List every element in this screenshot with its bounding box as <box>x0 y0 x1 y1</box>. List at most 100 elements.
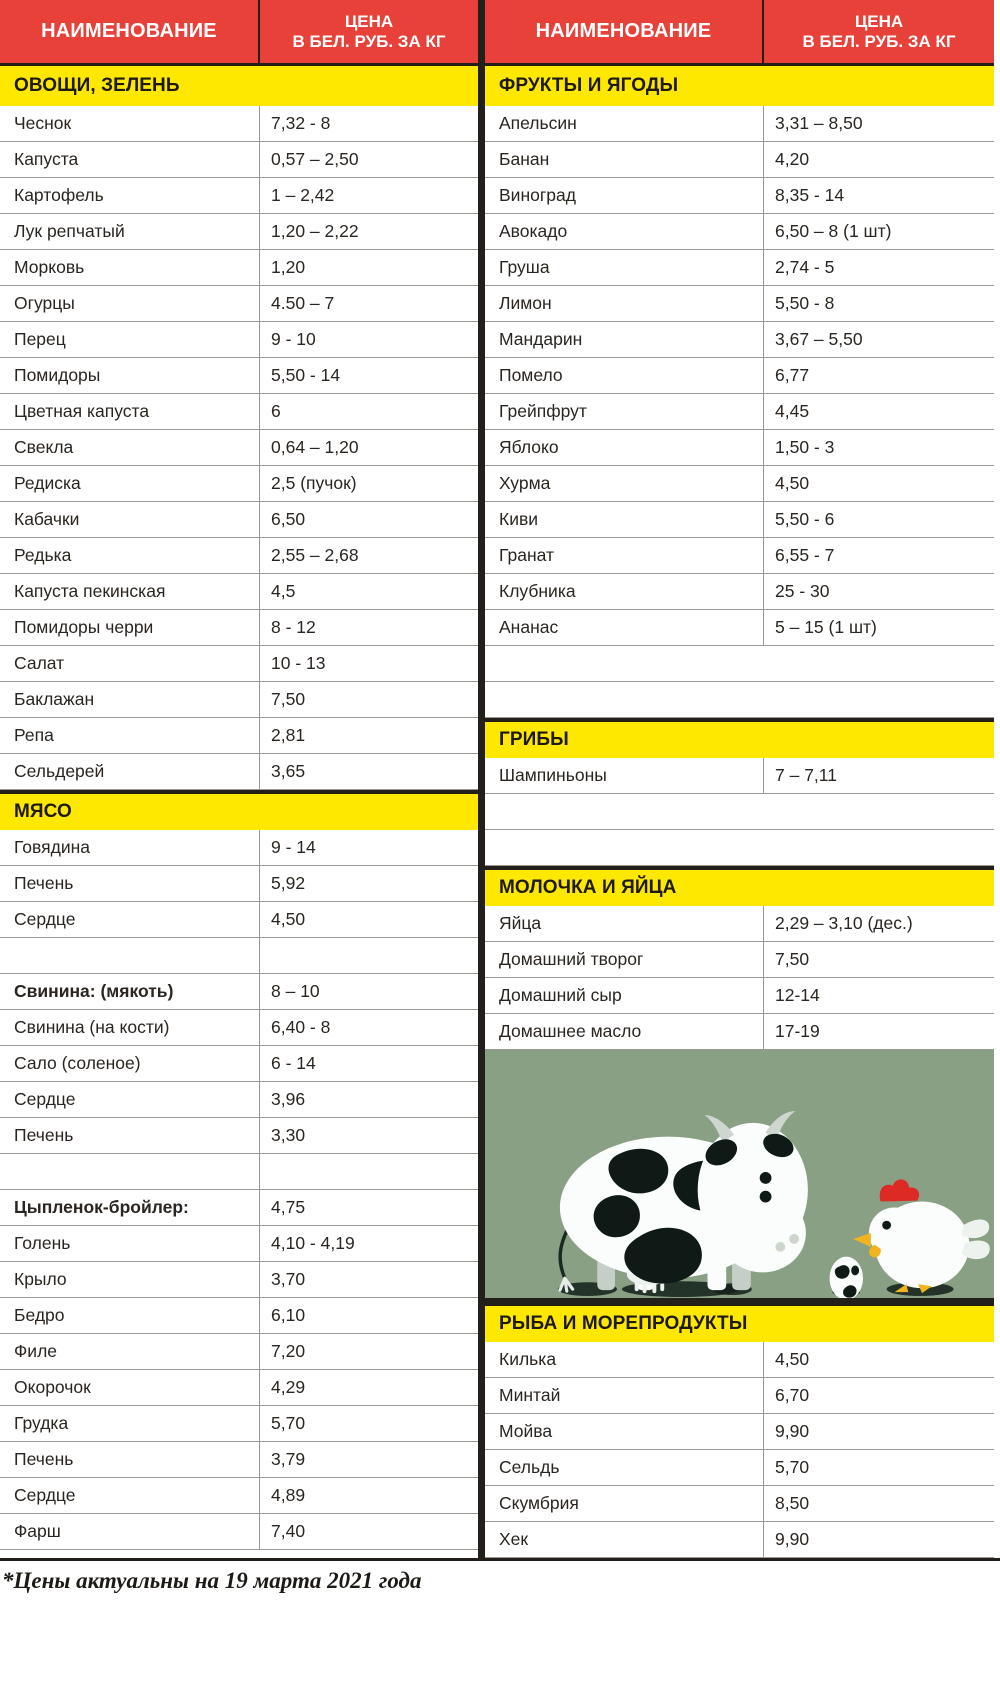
table-row: Банан 4,20 <box>485 142 994 178</box>
table-row: Лимон 5,50 - 8 <box>485 286 994 322</box>
row-price: 8 - 12 <box>271 617 316 637</box>
row-name: Скумбрия <box>485 1486 764 1521</box>
row-name <box>0 1154 260 1189</box>
table-row: Кабачки 6,50 <box>0 502 478 538</box>
row-price: 10 - 13 <box>271 653 326 673</box>
table-row: Килька 4,50 <box>485 1342 994 1378</box>
table-row: Киви 5,50 - 6 <box>485 502 994 538</box>
row-price: 9,90 <box>775 1421 810 1441</box>
table-row: Яйца 2,29 – 3,10 (дес.) <box>485 906 994 942</box>
table-row: Домашний сыр 12-14 <box>485 978 994 1014</box>
row-name: Говядина <box>0 830 260 865</box>
row-price <box>260 938 478 973</box>
row-price: 4,29 <box>271 1377 306 1397</box>
spacer-row <box>485 794 994 830</box>
row-name: Сало (соленое) <box>0 1046 260 1081</box>
cow-chicken-egg-illustration <box>485 1050 994 1302</box>
table-row: Фарш 7,40 <box>0 1514 478 1550</box>
row-name: Мандарин <box>485 322 764 357</box>
column-filler <box>0 1550 478 1558</box>
row-price: 8,50 <box>775 1493 810 1513</box>
row-price: 7,40 <box>271 1521 306 1541</box>
table-row: Филе 7,20 <box>0 1334 478 1370</box>
row-price: 1,50 - 3 <box>775 437 835 457</box>
row-price: 0,57 – 2,50 <box>271 149 359 169</box>
table-row: Морковь 1,20 <box>0 250 478 286</box>
row-name: Печень <box>0 866 260 901</box>
row-name: Домашний творог <box>485 942 764 977</box>
table-row: Хек 9,90 <box>485 1522 994 1558</box>
row-name: Филе <box>0 1334 260 1369</box>
table-row: Цыпленок-бройлер: 4,75 <box>0 1190 478 1226</box>
row-price: 9 - 10 <box>271 329 316 349</box>
row-price: 3,79 <box>271 1449 306 1469</box>
row-name: Минтай <box>485 1378 764 1413</box>
row-price: 4,50 <box>271 909 306 929</box>
row-price: 4,20 <box>775 149 810 169</box>
table-row: Яблоко 1,50 - 3 <box>485 430 994 466</box>
row-name: Грейпфрут <box>485 394 764 429</box>
row-name: Яйца <box>485 906 764 941</box>
table-row: Свинина: (мякоть) 8 – 10 <box>0 974 478 1010</box>
table-row: Капуста пекинская 4,5 <box>0 574 478 610</box>
table-row: Салат 10 - 13 <box>0 646 478 682</box>
table-row: Говядина 9 - 14 <box>0 830 478 866</box>
right-column-body: ФРУКТЫ И ЯГОДЫ Апельсин 3,31 – 8,50 Банан 4,… <box>485 66 994 1558</box>
table-row: Печень 3,79 <box>0 1442 478 1478</box>
row-name: Огурцы <box>0 286 260 321</box>
table-row: Скумбрия 8,50 <box>485 1486 994 1522</box>
row-name: Виноград <box>485 178 764 213</box>
two-column-layout: НАИМЕНОВАНИЕ ЦЕНА В БЕЛ. РУБ. ЗА КГ ОВОЩ… <box>0 0 994 1558</box>
table-row: Минтай 6,70 <box>485 1378 994 1414</box>
left-table-header: НАИМЕНОВАНИЕ ЦЕНА В БЕЛ. РУБ. ЗА КГ <box>0 0 478 66</box>
row-price: 25 - 30 <box>775 581 830 601</box>
row-price: 4,50 <box>775 1349 810 1369</box>
row-price: 9 - 14 <box>271 837 316 857</box>
table-row: Сельдерей 3,65 <box>0 754 478 790</box>
row-name: Морковь <box>0 250 260 285</box>
header-price-line1: ЦЕНА <box>344 12 394 32</box>
row-price: 6,50 <box>271 509 306 529</box>
row-price: 2,74 - 5 <box>775 257 835 277</box>
table-row: Хурма 4,50 <box>485 466 994 502</box>
row-name <box>0 938 260 973</box>
row-name: Картофель <box>0 178 260 213</box>
table-row: Редька 2,55 – 2,68 <box>0 538 478 574</box>
row-name: Помидоры черри <box>0 610 260 645</box>
table-row: Редиска 2,5 (пучок) <box>0 466 478 502</box>
row-name: Свинина: (мякоть) <box>0 974 260 1009</box>
row-price: 3,70 <box>271 1269 306 1289</box>
row-name: Киви <box>485 502 764 537</box>
table-row <box>0 938 478 974</box>
row-name: Гранат <box>485 538 764 573</box>
table-row: Гранат 6,55 - 7 <box>485 538 994 574</box>
table-row: Печень 3,30 <box>0 1118 478 1154</box>
table-row: Мойва 9,90 <box>485 1414 994 1450</box>
table-row: Капуста 0,57 – 2,50 <box>0 142 478 178</box>
row-name: Редька <box>0 538 260 573</box>
row-price: 7,32 - 8 <box>271 113 331 133</box>
row-price: 5,50 - 6 <box>775 509 835 529</box>
table-row: Помидоры черри 8 - 12 <box>0 610 478 646</box>
right-column: НАИМЕНОВАНИЕ ЦЕНА В БЕЛ. РУБ. ЗА КГ ФРУК… <box>478 0 994 1558</box>
header-price-cell: ЦЕНА В БЕЛ. РУБ. ЗА КГ <box>764 0 994 63</box>
table-row: Перец 9 - 10 <box>0 322 478 358</box>
table-row: Помидоры 5,50 - 14 <box>0 358 478 394</box>
row-price: 2,29 – 3,10 (дес.) <box>775 913 913 933</box>
header-price-line2: В БЕЛ. РУБ. ЗА КГ <box>802 31 956 51</box>
table-row: Клубника 25 - 30 <box>485 574 994 610</box>
row-price: 5,70 <box>271 1413 306 1433</box>
row-name: Клубника <box>485 574 764 609</box>
row-name: Ананас <box>485 610 764 645</box>
header-price-line2: В БЕЛ. РУБ. ЗА КГ <box>292 31 446 51</box>
row-name: Домашнее масло <box>485 1014 764 1049</box>
row-price: 7,50 <box>271 689 306 709</box>
section-header-band: ОВОЩИ, ЗЕЛЕНЬ <box>0 66 478 106</box>
row-price: 3,67 – 5,50 <box>775 329 863 349</box>
table-row: Груша 2,74 - 5 <box>485 250 994 286</box>
row-name: Печень <box>0 1442 260 1477</box>
row-name: Крыло <box>0 1262 260 1297</box>
table-row: Картофель 1 – 2,42 <box>0 178 478 214</box>
row-price: 6 <box>271 401 281 421</box>
